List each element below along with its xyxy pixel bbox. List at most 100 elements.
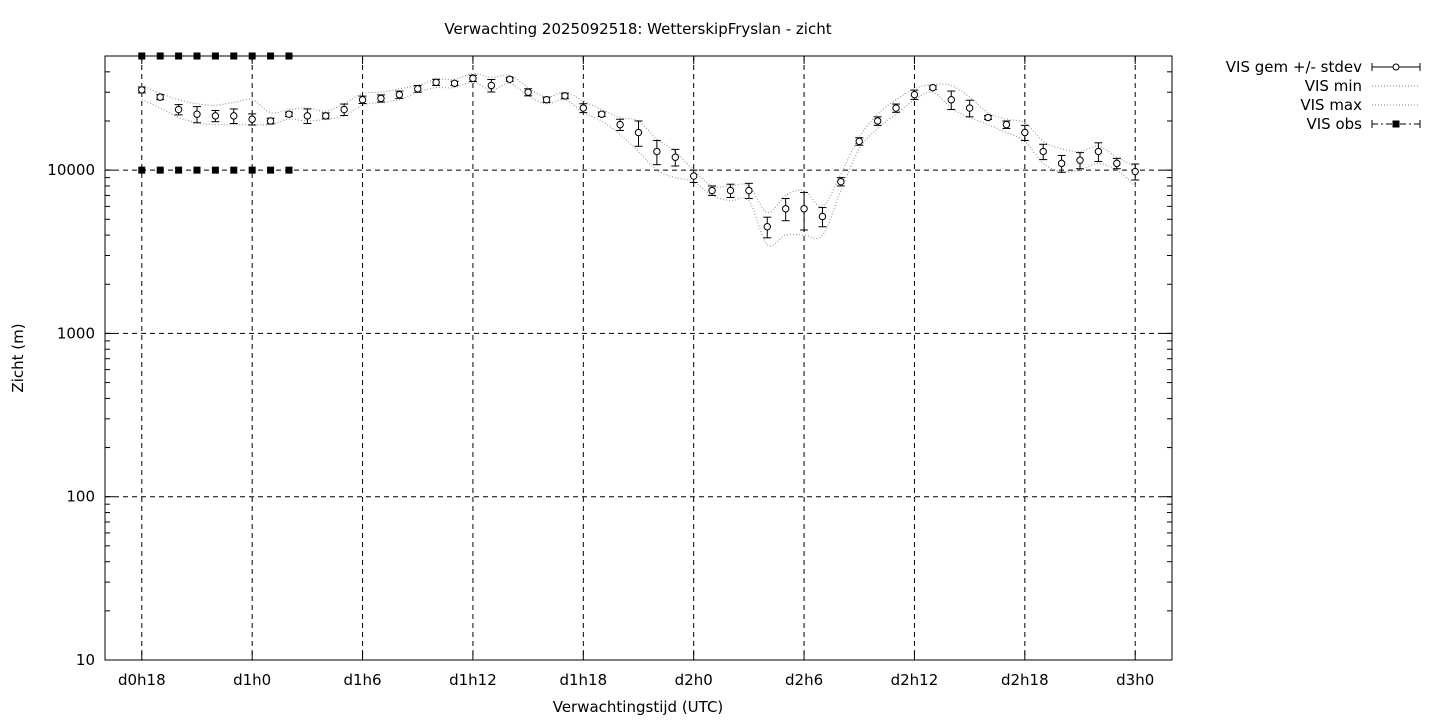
obs-lower-marker — [193, 166, 201, 174]
vis-mean-point — [487, 78, 496, 93]
vis-mean-point — [156, 93, 165, 101]
vis-mean-point — [358, 95, 367, 104]
x-tick-label: d1h6 — [343, 671, 381, 689]
vis-mean-point — [542, 95, 551, 104]
obs-lower-marker — [267, 166, 275, 174]
mean-marker — [947, 95, 955, 104]
mean-marker — [1131, 167, 1139, 176]
mean-marker — [616, 120, 624, 129]
vis-mean-point — [928, 83, 937, 92]
vis-mean-point — [800, 191, 809, 231]
mean-marker — [689, 172, 698, 180]
mean-marker — [414, 85, 422, 93]
series-layer — [137, 52, 1140, 247]
vis-mean-point — [340, 103, 349, 117]
mean-marker — [1021, 128, 1029, 137]
y-tick-label: 10000 — [47, 161, 95, 179]
vis-mean-point — [892, 103, 901, 113]
y-tick-label: 10 — [76, 651, 95, 669]
mean-marker — [211, 112, 220, 120]
vis-mean-point — [1094, 142, 1103, 162]
vis-mean-point — [1039, 143, 1048, 161]
legend-label: VIS gem +/- stdev — [1226, 58, 1362, 76]
y-tick-label: 100 — [66, 488, 95, 506]
mean-marker — [432, 78, 440, 87]
vis-mean-point — [1112, 157, 1121, 170]
mean-marker — [763, 223, 771, 231]
mean-marker — [1002, 120, 1011, 129]
vis-max-line — [141, 72, 1136, 214]
mean-marker — [598, 110, 606, 118]
obs-lower-marker — [230, 166, 238, 174]
obs-lower-marker — [211, 166, 219, 174]
vis-mean-point — [450, 79, 459, 88]
axes: d0h18 d1h0 d1h6 d1h12 d1h18 d2h0 d2h6 d2h12 d2h1… — [47, 55, 1172, 689]
mean-marker — [984, 113, 992, 122]
mean-marker — [340, 105, 348, 114]
obs-lower-marker — [285, 166, 293, 174]
vis-mean-point — [1131, 163, 1140, 181]
vis-mean-point — [266, 117, 275, 125]
mean-marker — [487, 81, 496, 90]
mean-marker — [892, 104, 900, 112]
x-tick-label: d2h12 — [891, 671, 939, 689]
vis-mean-point — [1002, 120, 1011, 129]
mean-marker — [708, 186, 716, 195]
vis-mean-point — [597, 110, 606, 118]
mean-marker — [800, 205, 808, 213]
vis-mean-point — [634, 120, 643, 147]
legend-label: VIS obs — [1307, 115, 1363, 133]
vis-mean-point — [1057, 154, 1066, 173]
vis-mean-point — [763, 216, 772, 239]
vis-mean-point — [192, 106, 201, 124]
legend-sample — [1371, 120, 1421, 128]
legend-sample — [1371, 63, 1421, 71]
mean-marker — [395, 90, 404, 99]
vis-mean-point — [505, 75, 514, 83]
mean-marker — [377, 94, 385, 103]
mean-marker — [1094, 147, 1103, 156]
vis-mean-point — [708, 185, 717, 196]
vis-mean-point — [248, 113, 257, 126]
vis-mean-point — [560, 92, 569, 100]
mean-marker — [837, 177, 845, 186]
vis-min-line — [141, 81, 1136, 247]
obs-lower-marker — [138, 166, 146, 174]
vis-mean-point — [229, 108, 238, 125]
vis-mean-point — [726, 183, 735, 198]
vis-mean-point — [211, 109, 220, 123]
mean-marker — [745, 186, 753, 195]
vis-mean-point — [376, 94, 385, 103]
vis-mean-point — [652, 139, 661, 166]
mean-marker — [285, 110, 293, 118]
mean-marker — [1113, 159, 1121, 168]
vis-mean-point — [744, 182, 753, 200]
mean-marker — [781, 205, 790, 213]
mean-marker — [1039, 147, 1047, 156]
vis-mean-point — [174, 104, 183, 116]
mean-marker — [174, 105, 183, 114]
mean-marker — [193, 110, 201, 118]
mean-marker — [450, 79, 459, 88]
vis-mean-point — [284, 110, 293, 118]
mean-marker — [1076, 156, 1084, 164]
mean-marker — [248, 115, 256, 123]
x-tick-label: d1h12 — [449, 671, 497, 689]
mean-marker — [1057, 159, 1066, 168]
mean-marker — [322, 112, 330, 120]
x-tick-label: d1h0 — [233, 671, 271, 689]
mean-marker — [358, 95, 367, 104]
plot-frame — [104, 55, 1173, 661]
legend-label: VIS min — [1305, 77, 1362, 95]
vis-mean-point — [579, 103, 588, 114]
x-tick-label: d2h6 — [785, 671, 823, 689]
mean-marker — [634, 128, 643, 137]
x-tick-label: d2h18 — [1001, 671, 1049, 689]
vis-mean-point — [413, 84, 422, 93]
mean-marker — [506, 75, 514, 83]
vis-mean-point — [321, 112, 330, 120]
x-tick-label: d3h0 — [1116, 671, 1154, 689]
vis-mean-point — [965, 99, 974, 118]
mean-marker — [542, 95, 551, 104]
